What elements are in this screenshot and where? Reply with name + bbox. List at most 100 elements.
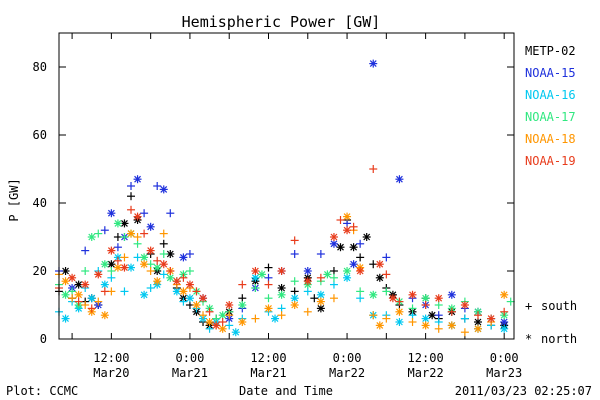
data-point-south: [120, 233, 129, 241]
data-point-south: [179, 273, 188, 282]
data-point-south: [506, 297, 515, 306]
x-tick-date-label: Mar21: [172, 366, 208, 380]
x-tick-time-label: 0:00: [490, 351, 519, 365]
data-point-south: [277, 311, 286, 320]
legend: METP-02 NOAA-15 NOAA-16 NOAA-17 NOAA-18 NOAA-…: [525, 44, 576, 168]
data-point-south: [421, 301, 430, 309]
data-point-north: [388, 294, 397, 303]
data-point-south: [349, 222, 358, 231]
data-point-north: [146, 222, 155, 231]
data-point-north: [500, 318, 509, 326]
data-point-north: [81, 280, 90, 289]
data-point-north: [375, 260, 384, 269]
chart-title: Hemispheric Power [GW]: [182, 13, 381, 31]
data-point-north: [257, 270, 266, 279]
data-point-south: [382, 253, 391, 262]
data-point-south: [127, 205, 136, 214]
data-point-south: [100, 287, 109, 296]
data-point-north: [166, 273, 175, 282]
data-point-north: [316, 304, 325, 313]
data-point-north: [179, 253, 188, 262]
data-point-south: [329, 294, 338, 303]
data-point-south: [113, 243, 122, 252]
data-point-south: [166, 267, 175, 275]
data-point-north: [362, 233, 371, 241]
data-point-south: [316, 273, 325, 282]
data-point-north: [271, 314, 280, 323]
data-point-south: [212, 314, 221, 323]
data-point-north: [218, 324, 227, 333]
data-point-north: [500, 290, 509, 299]
legend-item: NOAA-15: [525, 66, 576, 80]
data-point-north: [264, 304, 273, 313]
plot-frame: [58, 32, 515, 340]
data-point-south: [329, 267, 338, 275]
legend-south-label: south: [541, 299, 577, 313]
y-axis-ticks: 0 20 40 60 80: [33, 60, 514, 346]
data-point-south: [408, 311, 417, 320]
data-point-north: [61, 290, 70, 299]
data-point-south: [81, 267, 90, 275]
data-point-north: [212, 321, 221, 330]
data-point-south: [369, 311, 378, 320]
data-point-north: [343, 273, 352, 282]
y-tick-label: 0: [40, 332, 47, 346]
data-point-south: [127, 182, 136, 190]
data-point-north: [500, 324, 509, 333]
data-point-north: [120, 219, 129, 228]
data-point-south: [199, 311, 208, 320]
data-point-south: [218, 318, 227, 326]
data-point-south: [100, 226, 109, 235]
plot-timestamp: 2011/03/23 02:25:07: [455, 384, 592, 398]
data-point-north: [185, 294, 194, 303]
data-point-north: [303, 277, 312, 286]
data-point-south: [87, 304, 96, 313]
y-tick-label: 60: [33, 128, 47, 142]
data-point-south: [153, 182, 162, 190]
data-point-north: [251, 267, 260, 275]
data-point-north: [473, 318, 482, 326]
data-point-north: [238, 318, 247, 326]
data-point-south: [382, 314, 391, 323]
data-point-south: [316, 250, 325, 258]
data-point-north: [323, 270, 332, 279]
data-point-north: [87, 294, 96, 303]
data-point-north: [395, 307, 404, 316]
data-point-south: [290, 236, 299, 245]
data-point-south: [408, 318, 417, 326]
data-point-north: [140, 253, 149, 262]
data-point-north: [113, 263, 122, 272]
data-point-north: [231, 328, 240, 337]
data-point-south: [382, 287, 391, 296]
data-point-south: [140, 209, 149, 218]
plot-credit: Plot: CCMC: [6, 384, 78, 398]
data-point-north: [192, 301, 201, 309]
data-point-south: [205, 324, 214, 333]
legend-south-symbol: +: [525, 299, 532, 313]
data-point-south: [225, 321, 234, 330]
data-point-south: [225, 311, 234, 320]
legend-item: METP-02: [525, 44, 576, 58]
data-point-north: [100, 260, 109, 269]
data-point-north: [140, 290, 149, 299]
x-tick-date-label: Mar22: [408, 366, 444, 380]
x-tick-date-label: Mar21: [250, 366, 286, 380]
data-point-south: [68, 287, 77, 296]
data-point-north: [447, 321, 456, 330]
data-point-south: [500, 307, 509, 316]
data-point-north: [460, 301, 469, 309]
data-point-south: [238, 280, 247, 289]
data-point-south: [329, 280, 338, 289]
data-point-south: [159, 250, 168, 258]
legend-item: NOAA-18: [525, 132, 576, 146]
data-point-north: [395, 175, 404, 184]
data-point-north: [395, 318, 404, 326]
x-axis-label: Date and Time: [239, 384, 333, 398]
data-point-north: [159, 185, 168, 194]
data-point-north: [473, 324, 482, 333]
data-point-south: [290, 287, 299, 296]
data-point-north: [277, 290, 286, 299]
data-point-south: [473, 311, 482, 320]
data-point-south: [264, 273, 273, 282]
data-point-south: [107, 273, 116, 282]
